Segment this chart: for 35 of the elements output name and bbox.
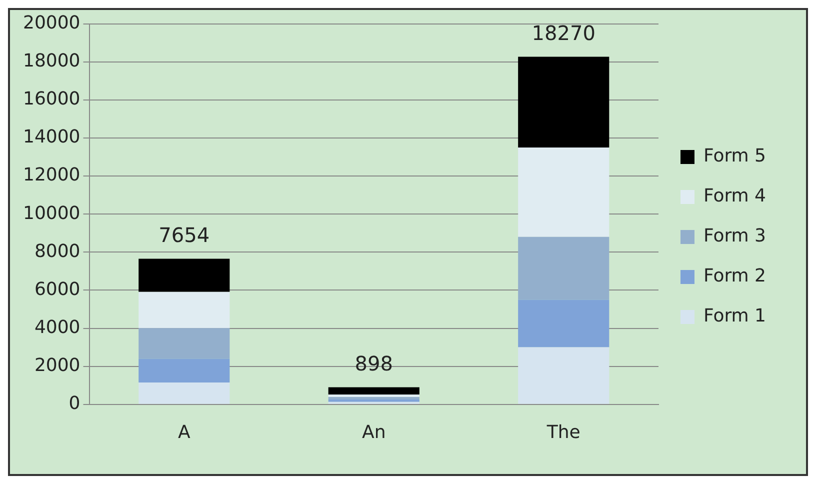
total-label: 898 (354, 352, 393, 376)
x-tick-label: A (178, 422, 191, 443)
y-tick-label: 4000 (34, 316, 80, 338)
bar (138, 258, 230, 292)
x-tick-label: An (362, 422, 386, 443)
total-label: 18270 (532, 20, 596, 45)
y-tick-label: 18000 (22, 50, 80, 72)
legend-label: Form 1 (703, 306, 766, 327)
bar (138, 328, 230, 359)
y-tick-label: 12000 (22, 164, 80, 186)
bar (138, 358, 230, 383)
legend-label: Form 4 (703, 186, 766, 207)
bar (518, 147, 610, 237)
bar (518, 300, 610, 348)
bar (518, 56, 610, 148)
y-tick-label: 16000 (22, 88, 80, 110)
bar (138, 382, 230, 404)
legend-label: Form 3 (703, 226, 766, 247)
bar (328, 396, 420, 400)
bar (328, 387, 420, 395)
x-tick-label: The (546, 422, 580, 443)
y-tick-label: 8000 (34, 240, 80, 262)
legend-label: Form 2 (703, 266, 766, 287)
y-tick-label: 14000 (22, 126, 80, 148)
bar (518, 236, 610, 300)
bar (328, 399, 420, 402)
y-tick-label: 0 (68, 393, 80, 414)
y-tick-label: 10000 (22, 202, 80, 224)
bar (138, 292, 230, 328)
y-tick-label: 2000 (34, 355, 80, 376)
y-tick-label: 6000 (34, 278, 80, 300)
y-tick-label: 20000 (22, 12, 80, 34)
bar (518, 347, 610, 404)
total-label: 7654 (158, 222, 210, 247)
legend-label: Form 5 (703, 146, 766, 167)
